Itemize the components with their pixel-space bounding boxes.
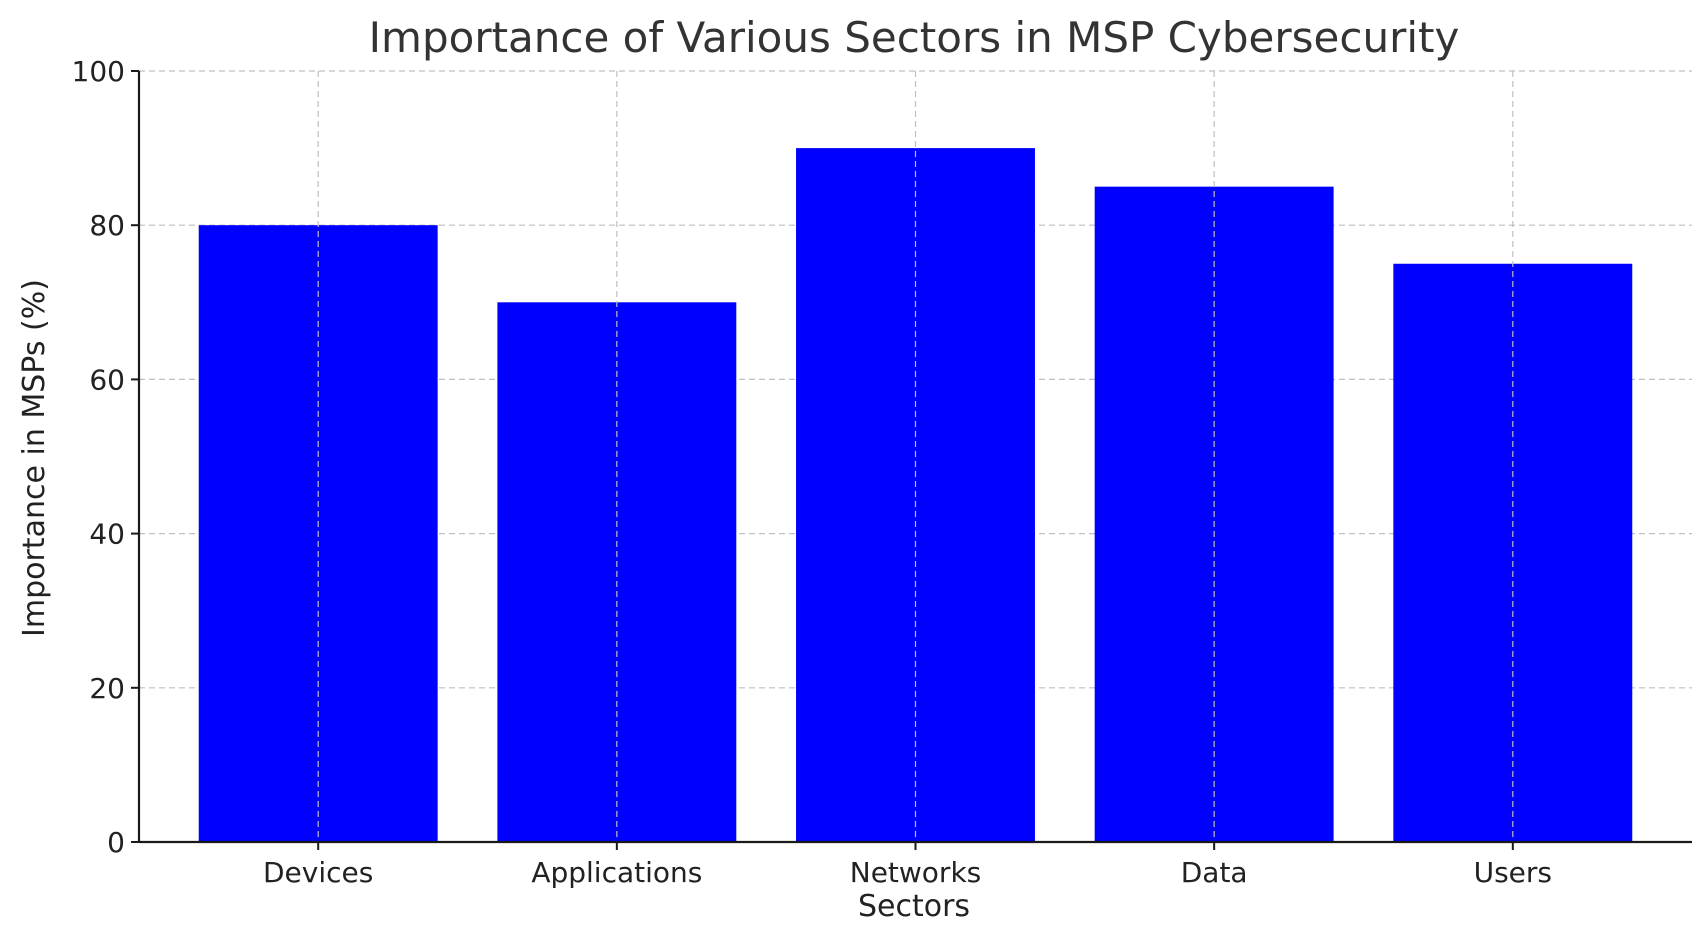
y-tick-label: 0 bbox=[107, 826, 125, 859]
x-axis-label: Sectors bbox=[858, 889, 970, 924]
x-tick-label: Networks bbox=[850, 856, 982, 889]
x-tick-labels: Devices Applications Networks Data Users bbox=[263, 856, 1552, 889]
y-tick-label: 100 bbox=[72, 55, 125, 88]
axes bbox=[131, 70, 1692, 850]
y-tick-labels: 0 20 40 60 80 100 bbox=[72, 55, 125, 859]
y-tick-label: 80 bbox=[89, 209, 125, 242]
x-tick-label: Devices bbox=[263, 856, 373, 889]
chart-title: Importance of Various Sectors in MSP Cyb… bbox=[369, 13, 1460, 62]
x-tick-label: Data bbox=[1181, 856, 1248, 889]
y-tick-label: 20 bbox=[89, 672, 125, 705]
x-tick-label: Applications bbox=[531, 856, 702, 889]
y-tick-label: 60 bbox=[89, 363, 125, 396]
y-tick-label: 40 bbox=[89, 518, 125, 551]
y-axis-label: Importance in MSPs (%) bbox=[17, 279, 52, 637]
x-grid-lines bbox=[317, 71, 1514, 842]
x-tick-label: Users bbox=[1474, 856, 1552, 889]
